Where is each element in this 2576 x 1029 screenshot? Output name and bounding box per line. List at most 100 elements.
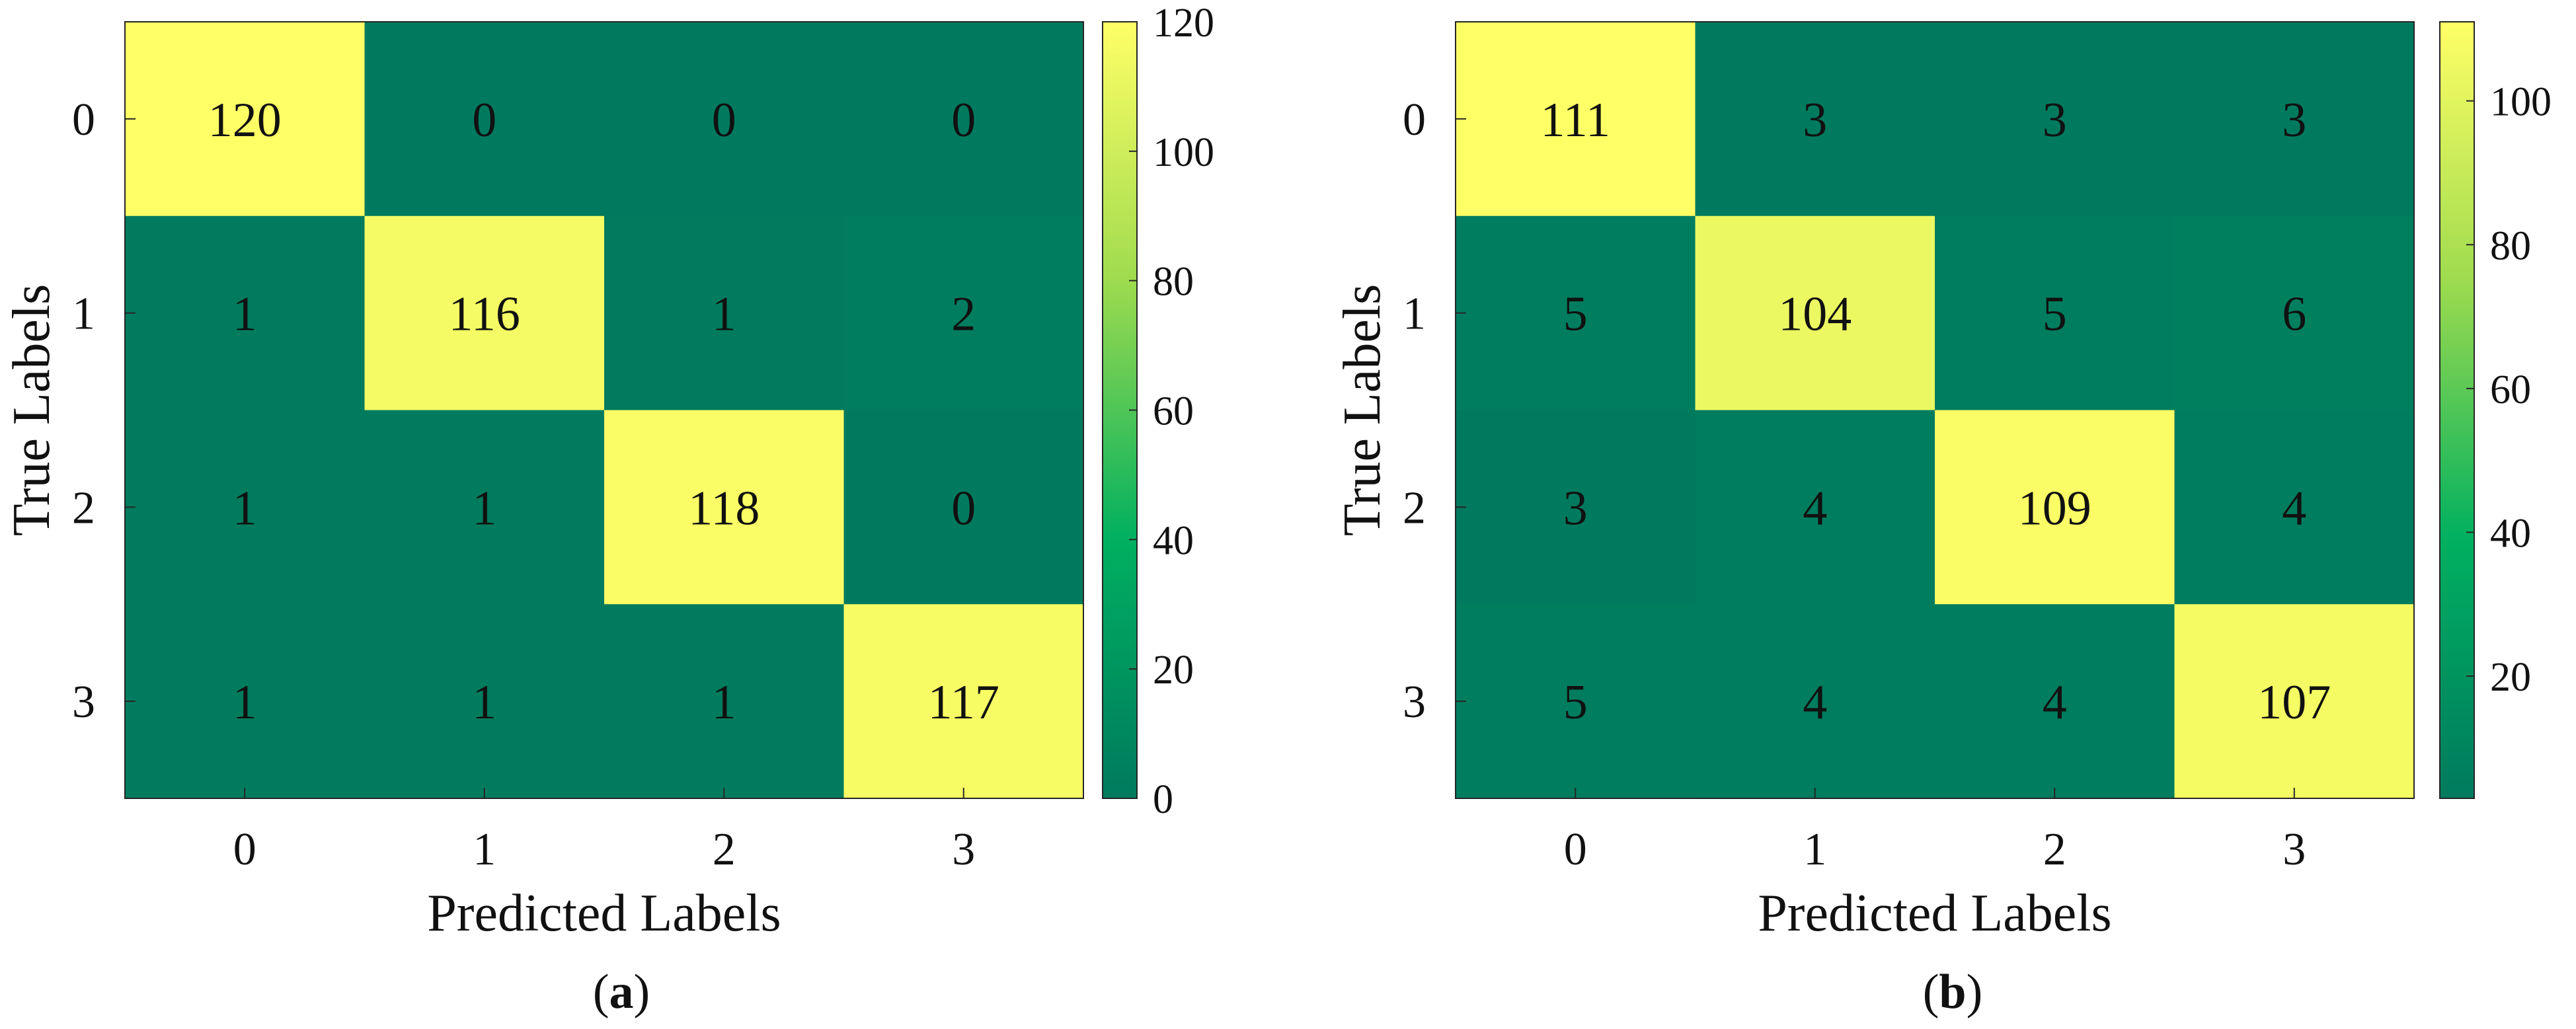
cell-value-r1-c0: 5: [1563, 287, 1588, 342]
heatmap-cell-r1-c1: [1695, 215, 1935, 410]
colorbar-tick-label: 40: [2490, 511, 2531, 556]
y-tick-label: 2: [1403, 482, 1426, 533]
colorbar-tick-label: 80: [1153, 260, 1194, 305]
heatmap-cell-r0-c3: [2174, 22, 2415, 217]
heatmap-cell-r0-c2: [604, 22, 844, 217]
cell-value-r0-c1: 3: [1803, 93, 1827, 147]
x-tick-label: 2: [713, 824, 736, 875]
cell-value-r2-c3: 4: [2282, 481, 2306, 535]
cell-value-r1-c1: 116: [449, 287, 520, 342]
heatmap-cell-r1-c0: [1456, 215, 1696, 410]
cell-value-r2-c2: 118: [688, 481, 760, 535]
heatmap-cell-r1-c2: [604, 215, 844, 410]
panel-label: (b): [1923, 965, 1982, 1019]
heatmap-cell-r1-c1: [364, 215, 605, 410]
heatmap-cell-r1-c2: [1935, 215, 2175, 410]
heatmap-cell-r0-c0: [1456, 22, 1696, 217]
cell-value-r0-c3: 3: [2282, 93, 2306, 147]
heatmap-cells: 120 0 0 0 1 116 1 2 1 1 118 0 1 1 1 117: [125, 22, 1084, 799]
panel-b: 111 3 3 3 5 104 5 6 3 4 109 4 5 4 4 107 0 1 2 3 0 1 2 3 Predicte…: [1333, 21, 2552, 1019]
colorbar-tick-label: 40: [1153, 518, 1194, 563]
x-tick-label: 0: [1564, 824, 1587, 875]
panel-a: 120 0 0 0 1 116 1 2 1 1 118 0 1 1 1 117 0 1 2 3 0 1 2 3 Predicte…: [3, 1, 1214, 1019]
colorbar: 0 20 40 60 80 100 120: [1102, 1, 1214, 822]
heatmap-cell-r1-c3: [2174, 215, 2415, 410]
heatmap-cell-r0-c2: [1935, 22, 2175, 217]
x-tick-label: 3: [2283, 824, 2306, 875]
cell-value-r3-c3: 107: [2257, 675, 2331, 730]
cell-value-r3-c3: 117: [928, 675, 999, 730]
y-tick-label: 2: [72, 482, 95, 533]
x-tick-label: 1: [1803, 824, 1826, 875]
cell-value-r2-c2: 109: [2018, 481, 2091, 535]
heatmap-cell-r0-c1: [1695, 22, 1935, 217]
heatmap-cell-r1-c0: [125, 215, 365, 410]
x-axis-label: Predicted Labels: [427, 884, 781, 942]
heatmap-cell-r2-c2: [604, 410, 844, 605]
cell-value-r3-c1: 4: [1803, 675, 1827, 730]
heatmap-cell-r0-c0: [125, 22, 365, 217]
colorbar-tick-label: 20: [2490, 655, 2531, 700]
colorbar-tick-label: 20: [1153, 648, 1194, 693]
cell-value-r2-c0: 3: [1563, 481, 1588, 535]
heatmap-cell-r2-c3: [843, 410, 1084, 605]
x-tick-label: 1: [473, 824, 496, 875]
y-tick-label: 1: [1403, 289, 1426, 340]
heatmap-cell-r1-c3: [843, 215, 1084, 410]
cell-value-r2-c1: 4: [1803, 481, 1827, 535]
cell-value-r1-c2: 5: [2043, 287, 2067, 342]
cell-value-r2-c1: 1: [472, 481, 496, 535]
heatmap-cell-r2-c2: [1935, 410, 2175, 605]
plot-frame: [124, 21, 1084, 799]
cell-value-r3-c1: 1: [472, 675, 496, 730]
heatmap-cell-r2-c1: [364, 410, 605, 605]
heatmap-cell-r3-c0: [125, 604, 365, 799]
cell-value-r0-c2: 3: [2043, 93, 2067, 147]
cell-value-r0-c0: 111: [1540, 93, 1610, 147]
colorbar-tick-label: 100: [1153, 130, 1214, 175]
heatmap-cell-r2-c0: [1456, 410, 1696, 605]
cell-value-r1-c2: 1: [712, 287, 736, 342]
panel-letter: a: [609, 965, 634, 1019]
colorbar-tick-label: 80: [2490, 223, 2531, 268]
heatmap-cell-r2-c0: [125, 410, 365, 605]
cell-value-r1-c3: 2: [951, 287, 976, 342]
heatmap-cell-r0-c1: [364, 22, 605, 217]
heatmap-cell-r2-c1: [1695, 410, 1935, 605]
heatmap-cells: 111 3 3 3 5 104 5 6 3 4 109 4 5 4 4 107: [1456, 22, 2415, 799]
cell-value-r3-c2: 1: [712, 675, 736, 730]
x-tick-label: 2: [2043, 824, 2066, 875]
cell-value-r3-c2: 4: [2043, 675, 2067, 730]
heatmap-cell-r3-c2: [1935, 604, 2175, 799]
x-tick-label: 0: [233, 824, 256, 875]
heatmap-cell-r3-c3: [843, 604, 1084, 799]
x-tick-label: 3: [952, 824, 975, 875]
heatmap-cell-r2-c3: [2174, 410, 2415, 605]
heatmap-cell-r3-c1: [1695, 604, 1935, 799]
y-tick-label: 0: [1403, 95, 1426, 145]
y-tick-label: 3: [1403, 677, 1426, 728]
colorbar-tick-label: 120: [1153, 1, 1214, 46]
heatmap-cell-r3-c2: [604, 604, 844, 799]
colorbar-tick-label: 60: [1153, 389, 1194, 434]
y-tick-label: 3: [72, 677, 95, 728]
plot-frame: [1455, 21, 2415, 799]
cell-value-r0-c0: 120: [208, 93, 282, 147]
y-axis-label: True Labels: [1333, 284, 1391, 536]
panel-label: (a): [593, 965, 650, 1019]
heatmap-cell-r3-c0: [1456, 604, 1696, 799]
cell-value-r3-c0: 1: [233, 675, 257, 730]
cell-value-r1-c0: 1: [233, 287, 257, 342]
heatmap-cell-r0-c3: [843, 22, 1084, 217]
y-axis-label: True Labels: [3, 284, 61, 536]
heatmap-cell-r3-c1: [364, 604, 605, 799]
colorbar-tick-label: 0: [1153, 777, 1173, 822]
colorbar: 20 40 60 80 100: [2439, 21, 2552, 799]
y-tick-label: 0: [72, 95, 95, 145]
cell-value-r1-c3: 6: [2282, 287, 2306, 342]
panel-letter: b: [1939, 965, 1966, 1019]
cell-value-r0-c3: 0: [951, 93, 976, 147]
cell-value-r1-c1: 104: [1778, 287, 1852, 342]
colorbar-gradient: [2439, 21, 2475, 799]
